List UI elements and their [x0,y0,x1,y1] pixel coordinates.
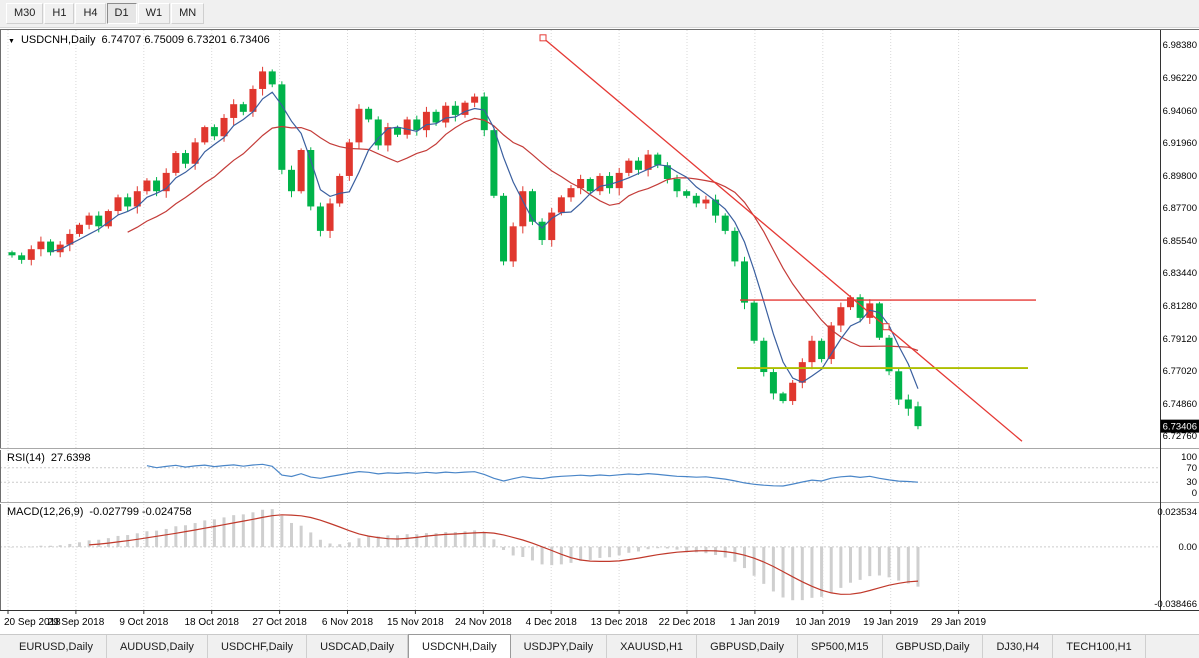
symbol-tab-gbpusd-daily[interactable]: GBPUSD,Daily [883,635,984,658]
svg-text:6.74860: 6.74860 [1163,399,1197,410]
svg-text:29 Jan 2019: 29 Jan 2019 [931,617,986,628]
svg-text:9 Oct 2018: 9 Oct 2018 [119,617,168,628]
svg-text:29 Sep 2018: 29 Sep 2018 [48,617,105,628]
svg-text:6.77020: 6.77020 [1163,366,1197,377]
trendline-object[interactable] [539,34,1023,442]
svg-text:10 Jan 2019: 10 Jan 2019 [795,617,850,628]
svg-text:24 Nov 2018: 24 Nov 2018 [455,617,512,628]
macd-axis: 0.023534 0.00 -0.038466 [1154,507,1197,610]
svg-text:6 Nov 2018: 6 Nov 2018 [322,617,374,628]
price-axis[interactable]: 6.98380 6.96220 6.94060 6.91960 6.89800 6.877… [1163,40,1197,442]
timeframe-button-w1[interactable]: W1 [137,3,171,24]
svg-text:13 Dec 2018: 13 Dec 2018 [591,617,648,628]
grid-lines [7,30,960,610]
svg-text:6.91960: 6.91960 [1163,138,1197,149]
timeframe-toolbar: M30 H1 H4 D1 W1 MN [0,0,1199,28]
timeframe-button-mn[interactable]: MN [171,3,205,24]
macd-histogram [10,509,920,601]
svg-text:22 Dec 2018: 22 Dec 2018 [659,617,716,628]
svg-text:0: 0 [1192,488,1197,499]
svg-text:30: 30 [1186,477,1197,488]
svg-text:0.023534: 0.023534 [1157,507,1197,518]
symbol-tab-dj30-h4[interactable]: DJ30,H4 [983,635,1054,658]
symbol-tab-usdcad-daily[interactable]: USDCAD,Daily [307,635,409,658]
timeframe-button-m30[interactable]: M30 [6,3,44,24]
symbol-tab-sp500-m15[interactable]: SP500,M15 [798,635,883,658]
ma-fast-line [50,91,919,389]
svg-text:100: 100 [1181,452,1197,463]
ma-slow-line [127,117,919,352]
svg-text:19 Jan 2019: 19 Jan 2019 [863,617,918,628]
svg-text:6.81280: 6.81280 [1163,301,1197,312]
chart-window: 6.98380 6.96220 6.94060 6.91960 6.89800 6.877… [0,28,1199,634]
symbol-tab-xauusd-h1[interactable]: XAUUSD,H1 [607,635,698,658]
rsi-line [146,463,919,487]
current-price-value: 6.73406 [1163,422,1197,433]
current-price-badge [1160,419,1199,433]
svg-text:6.94060: 6.94060 [1163,106,1197,117]
chart-canvas[interactable]: 6.98380 6.96220 6.94060 6.91960 6.89800 6.877… [0,28,1199,634]
symbol-tab-usdcnh-daily[interactable]: USDCNH,Daily [408,634,511,658]
symbol-tab-usdchf-daily[interactable]: USDCHF,Daily [208,635,308,658]
timeframe-button-d1[interactable]: D1 [106,3,137,24]
timeframe-button-h4[interactable]: H4 [75,3,106,24]
svg-text:4 Dec 2018: 4 Dec 2018 [526,617,578,628]
svg-text:6.96220: 6.96220 [1163,73,1197,84]
candlestick-series [8,66,922,430]
svg-text:6.72760: 6.72760 [1163,431,1197,442]
svg-text:6.89800: 6.89800 [1163,171,1197,182]
svg-text:6.83440: 6.83440 [1163,268,1197,279]
svg-text:15 Nov 2018: 15 Nov 2018 [387,617,444,628]
symbol-tab-tech100-h1[interactable]: TECH100,H1 [1053,635,1146,658]
svg-text:6.85540: 6.85540 [1163,236,1197,247]
symbol-tab-gbpusd-daily[interactable]: GBPUSD,Daily [697,635,799,658]
svg-text:6.87700: 6.87700 [1163,203,1197,214]
symbol-tab-eurusd-daily[interactable]: EURUSD,Daily [6,635,107,658]
svg-text:6.98380: 6.98380 [1163,40,1197,51]
timeframe-button-h1[interactable]: H1 [44,3,75,24]
svg-text:1 Jan 2019: 1 Jan 2019 [730,617,780,628]
svg-text:27 Oct 2018: 27 Oct 2018 [252,617,307,628]
svg-text:0.00: 0.00 [1179,542,1198,553]
chart-background [0,28,1199,634]
svg-text:6.79120: 6.79120 [1163,334,1197,345]
svg-text:18 Oct 2018: 18 Oct 2018 [184,617,239,628]
rsi-level-lines [0,467,1160,483]
symbol-tab-bar: EURUSD,Daily AUDUSD,Daily USDCHF,Daily USDC… [0,634,1199,658]
svg-text:-0.038466: -0.038466 [1154,599,1197,610]
symbol-tab-usdjpy-daily[interactable]: USDJPY,Daily [511,635,608,658]
svg-text:20 Sep 2018: 20 Sep 2018 [4,617,61,628]
macd-signal-line [89,514,919,595]
svg-text:70: 70 [1186,463,1197,474]
symbol-tab-audusd-daily[interactable]: AUDUSD,Daily [107,635,208,658]
